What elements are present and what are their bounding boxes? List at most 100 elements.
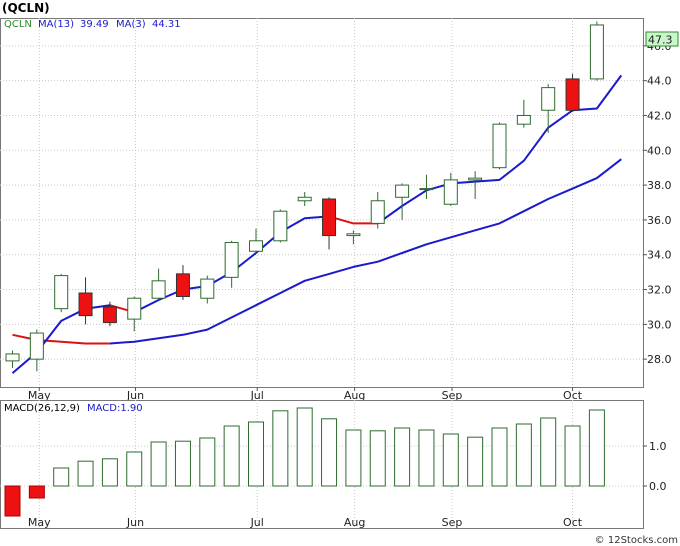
candle-body [322,198,337,237]
candle-down [102,301,117,327]
candle-down [565,73,580,112]
macd-bar [296,407,313,487]
macd-y-tick-label: 1.0 [649,440,667,453]
candle-body [175,273,190,297]
chart-title: (QCLN) [2,1,50,15]
macd-bar [345,429,362,487]
macd-bar [28,485,45,499]
price-legend: QCLN MA(13) 39.49 MA(3) 44.31 [4,19,181,30]
candle-body [54,275,69,310]
macd-y-axis: 0.0 1.0 [643,440,667,493]
candle-body [589,24,604,80]
last-price-label: 47.3 [648,34,673,47]
macd-x-tick-label: Oct [563,516,583,529]
ma13-line [12,158,622,345]
candle-up [297,192,312,206]
candle-body [200,278,215,299]
legend-ma13-label: MA(13) [38,19,74,30]
price-y-tick-label: 40.0 [647,144,672,157]
last-price-badge [645,31,679,47]
candle-body [565,78,580,111]
macd-x-tick-label: May [28,516,51,529]
legend-ma13-value: 39.49 [80,19,109,30]
macd-bar [369,430,386,487]
macd-bar [442,433,459,487]
candle-up [346,230,361,245]
legend-ma3-value: 44.31 [152,19,181,30]
ma3-line-segment [377,74,623,225]
candle-up [151,268,166,300]
macd-x-tick-label: Jun [126,516,144,529]
candle-body [516,114,531,125]
price-y-tick-label: 34.0 [647,249,672,262]
macd-bar [588,409,605,487]
macd-bar [174,440,191,487]
candle-body [346,233,361,237]
candle-up [516,99,531,128]
legend-qcln: QCLN [4,19,32,30]
candle-body [541,87,556,111]
macd-legend-value: MACD:1.90 [87,403,143,414]
candle-body [419,188,434,191]
macd-bar [101,458,118,487]
candle-up [492,122,507,170]
candle-up [200,275,215,304]
price-y-tick-label: 36.0 [647,214,672,227]
candle-body [224,242,239,278]
macd-bar [564,425,581,487]
candle-body [297,196,312,202]
price-y-axis: 28.030.032.034.036.038.040.042.044.046.0 [643,40,672,366]
candle-up [370,192,385,229]
price-gridlines [0,18,643,387]
candle-up [589,21,604,81]
macd-bar [540,417,557,487]
ma3-line-segment [328,215,378,225]
macd-bar [467,436,484,487]
macd-panel: 0.01.0 May Jun Jul Aug Sep Oct MACD(26,12,9) … [0,400,667,529]
candle-body [78,292,93,317]
watermark: © 12Stocks.com [595,535,678,546]
candle-up [249,228,263,253]
candle-up [127,296,142,332]
price-x-tick-label: Sep [442,389,463,402]
candle-body [29,332,44,360]
candle-body [443,179,458,205]
macd-bar [53,467,70,487]
price-y-tick-label: 32.0 [647,284,672,297]
macd-bar [223,425,240,487]
candle-body [468,177,483,181]
macd-bar [199,437,216,487]
price-y-tick-label: 38.0 [647,179,672,192]
price-y-tick-label: 42.0 [647,109,672,122]
candle-up [468,171,483,200]
candle-up [395,183,410,220]
candle-body [151,280,166,299]
price-panel: 28.030.032.034.036.038.040.042.044.046.0… [0,18,679,402]
price-y-tick-label: 28.0 [647,353,672,366]
candle-up [419,174,434,200]
macd-bar [515,423,532,487]
candle-up [29,329,44,372]
macd-bar [418,429,435,487]
candle-body [249,240,263,252]
candle-up [541,84,556,133]
price-y-tick-label: 44.0 [647,75,672,88]
candle-down [78,277,93,325]
macd-bar [150,441,167,487]
price-x-tick-label: May [28,389,51,402]
macd-bar [248,421,264,487]
macd-bar [272,410,289,487]
macd-bar [321,418,338,487]
candle-up [54,273,69,313]
ma13-line-segment [109,158,622,345]
price-x-tick-label: Oct [563,389,583,402]
price-x-tick-label: Jul [250,389,264,402]
macd-x-tick-label: Aug [344,516,365,529]
macd-histogram [4,407,605,517]
macd-x-tick-label: Sep [442,516,463,529]
candlesticks [5,21,604,372]
macd-x-axis: May Jun Jul Aug Sep Oct [28,516,583,529]
ma13-line-segment [12,333,110,345]
